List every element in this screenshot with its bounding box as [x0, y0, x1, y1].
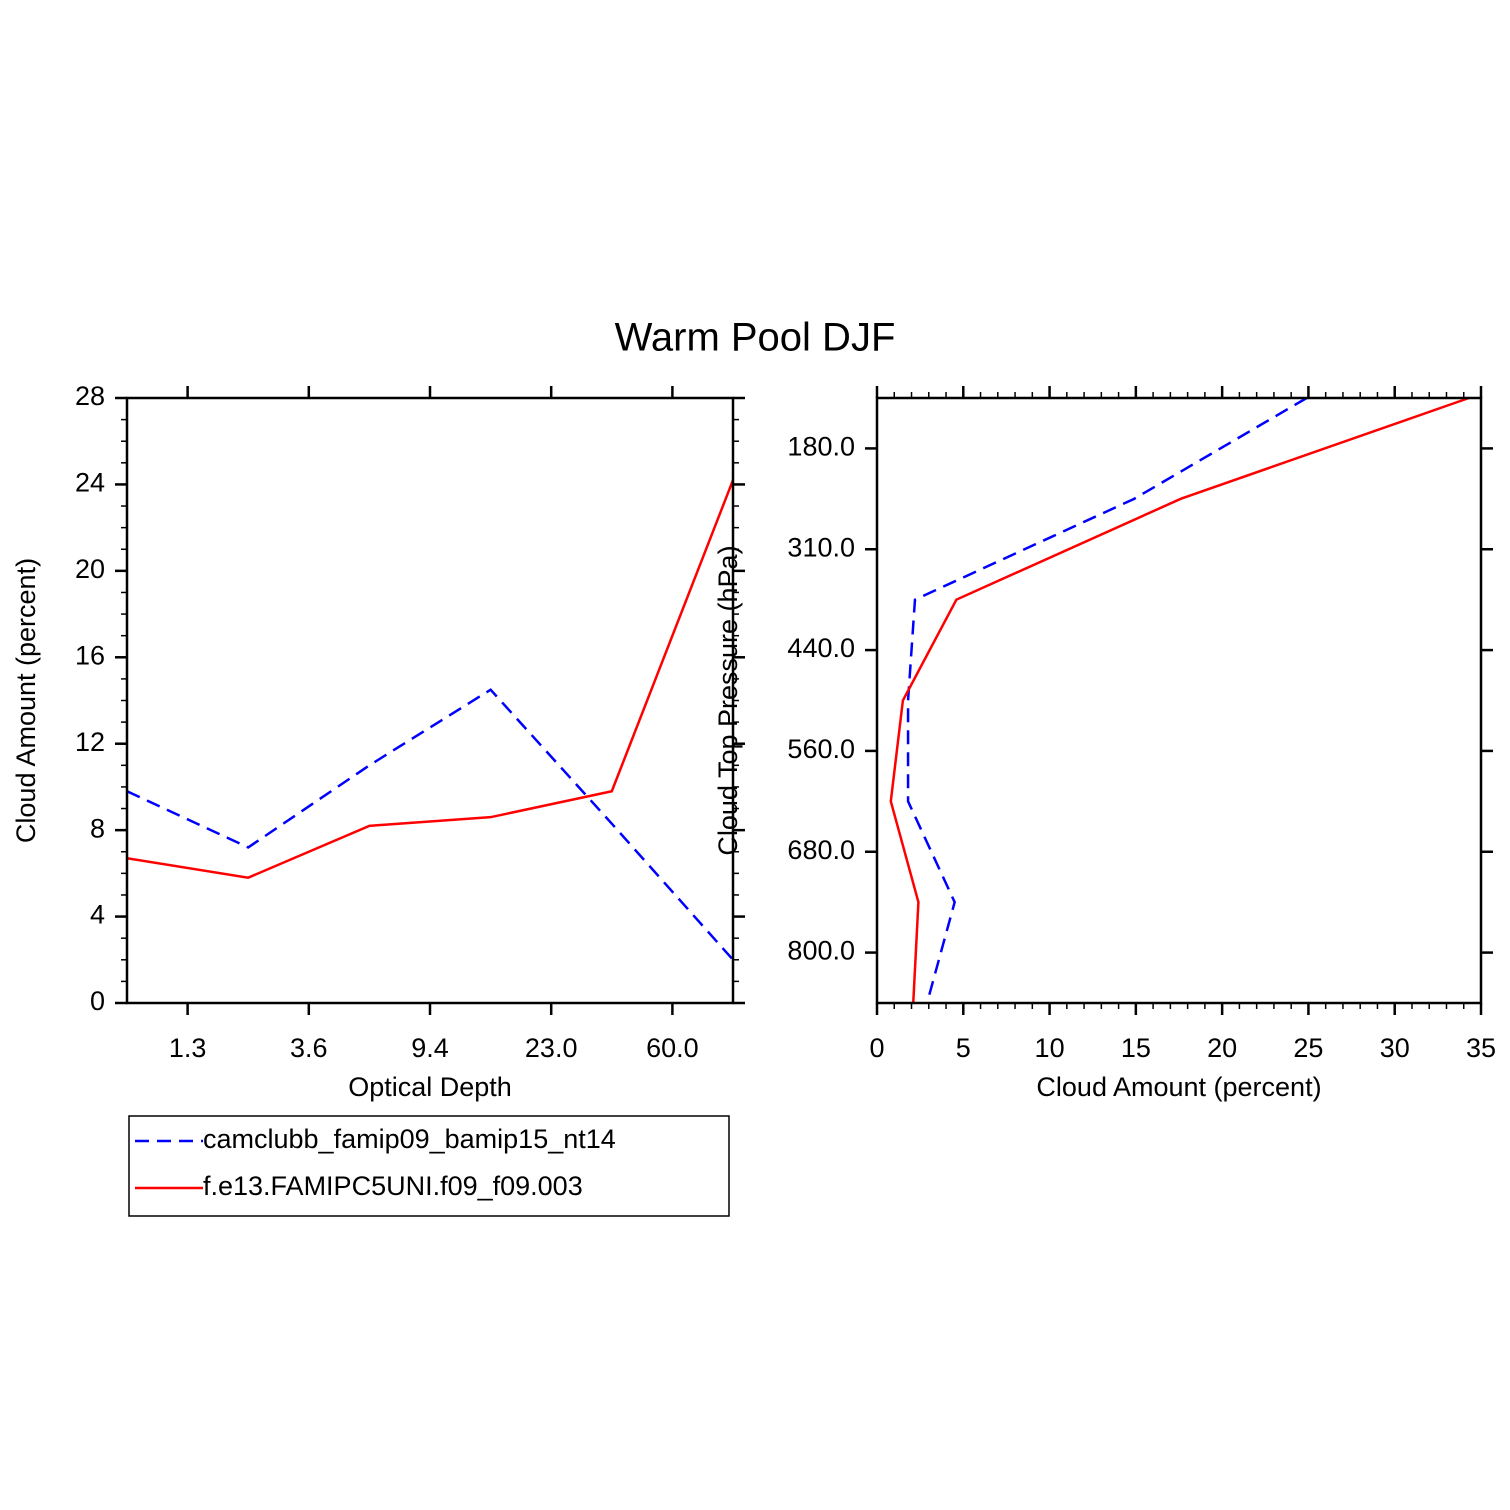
y-tick-label: 800.0 — [787, 936, 855, 966]
y-tick-label: 0 — [90, 986, 105, 1016]
x-tick-label: 35 — [1466, 1033, 1496, 1063]
y-tick-label: 560.0 — [787, 734, 855, 764]
y-tick-label: 24 — [75, 468, 105, 498]
legend-box — [128, 1115, 730, 1217]
y-axis-label: Cloud Amount (percent) — [11, 558, 41, 843]
x-tick-label: 1.3 — [169, 1033, 207, 1063]
y-tick-label: 28 — [75, 381, 105, 411]
x-tick-label: 25 — [1293, 1033, 1323, 1063]
x-tick-label: 20 — [1207, 1033, 1237, 1063]
series-line — [906, 396, 1308, 1004]
series-line — [126, 688, 734, 961]
series-line — [889, 396, 1470, 1004]
y-tick-label: 8 — [90, 813, 105, 843]
x-tick-label: 30 — [1380, 1033, 1410, 1063]
x-tick-label: 3.6 — [290, 1033, 328, 1063]
legend-label: camclubb_famip09_bamip15_nt14 — [203, 1124, 616, 1154]
plot-frame — [125, 396, 735, 1005]
legend-label: f.e13.FAMIPC5UNI.f09_f09.003 — [203, 1171, 583, 1201]
y-tick-label: 12 — [75, 727, 105, 757]
x-tick-label: 5 — [956, 1033, 971, 1063]
y-tick-label: 16 — [75, 640, 105, 670]
y-tick-label: 680.0 — [787, 835, 855, 865]
x-tick-label: 23.0 — [525, 1033, 578, 1063]
series-line — [126, 479, 735, 879]
plot-frame — [875, 396, 1483, 1005]
x-tick-label: 9.4 — [411, 1033, 449, 1063]
y-tick-label: 440.0 — [787, 633, 855, 663]
y-tick-label: 4 — [90, 900, 105, 930]
x-tick-label: 0 — [869, 1033, 884, 1063]
y-tick-label: 20 — [75, 554, 105, 584]
x-axis-label: Optical Depth — [348, 1072, 512, 1102]
y-tick-label: 180.0 — [787, 432, 855, 462]
y-axis-label: Cloud Top Pressure (hPa) — [713, 545, 743, 855]
figure-title: Warm Pool DJF — [615, 316, 896, 360]
x-axis-label: Cloud Amount (percent) — [1036, 1072, 1321, 1102]
x-tick-label: 60.0 — [646, 1033, 699, 1063]
x-tick-label: 15 — [1121, 1033, 1151, 1063]
y-tick-label: 310.0 — [787, 532, 855, 562]
x-tick-label: 10 — [1035, 1033, 1065, 1063]
